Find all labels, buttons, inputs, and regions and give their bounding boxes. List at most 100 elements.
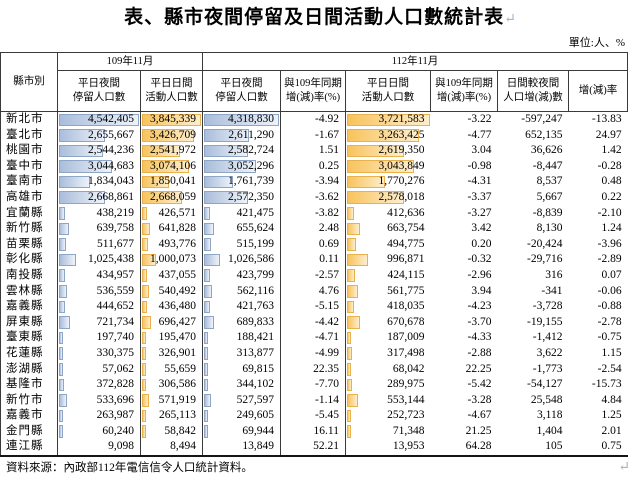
value-text: -1,773 xyxy=(532,362,563,375)
value-cell: 25,548 xyxy=(498,393,569,409)
data-bar-day xyxy=(142,191,183,205)
value-cell: 2,572,350 xyxy=(202,189,281,206)
value-text: 696,427 xyxy=(158,315,196,328)
data-bar-day xyxy=(142,207,147,220)
value-cell: 4,542,405 xyxy=(57,111,141,128)
data-bar-night xyxy=(204,175,234,189)
value-cell: -5.42 xyxy=(431,377,498,393)
value-cell: 1.15 xyxy=(569,346,628,362)
value-cell: 1.25 xyxy=(569,408,628,424)
value-cell: 3,263,425 xyxy=(346,128,431,144)
county-name: 桃園市 xyxy=(0,143,58,159)
county-name: 花蓮縣 xyxy=(0,345,58,362)
value-text: 2,611,290 xyxy=(228,128,274,141)
value-text: -5.45 xyxy=(315,409,339,422)
value-cell: 655,624 xyxy=(202,221,281,237)
value-text: 571,919 xyxy=(158,393,196,406)
value-text: 330,375 xyxy=(96,346,134,359)
data-bar-day xyxy=(142,363,146,376)
value-text: 533,696 xyxy=(96,393,134,406)
value-text: 1.42 xyxy=(601,144,622,157)
county-name: 連江縣 xyxy=(0,439,58,458)
data-bar-night xyxy=(59,347,63,360)
value-cell: -0.06 xyxy=(569,284,628,300)
value-text: 434,957 xyxy=(96,268,134,281)
value-text: 289,975 xyxy=(387,378,425,391)
value-text: 3,118 xyxy=(537,409,563,422)
table-row: 花蓮縣 330,375 326,901 313,877 -4.99 317,498 -2.8… xyxy=(0,345,628,362)
data-bar-day xyxy=(347,394,358,407)
value-cell: 3,052,296 xyxy=(202,158,281,175)
value-cell: 265,113 xyxy=(140,408,203,424)
value-text: -5.15 xyxy=(315,300,339,313)
data-bar-day xyxy=(347,144,405,158)
value-cell: 540,492 xyxy=(140,283,203,300)
value-text: 197,740 xyxy=(96,331,134,344)
value-text: -2.54 xyxy=(597,362,622,375)
value-text: -0.28 xyxy=(597,159,622,172)
value-cell: 68,042 xyxy=(346,362,431,378)
county-name: 苗栗縣 xyxy=(0,236,58,253)
value-text: 2,619,350 xyxy=(378,144,425,157)
value-text: 493,776 xyxy=(158,237,196,250)
value-text: -2.10 xyxy=(597,206,622,219)
value-text: 652,135 xyxy=(525,128,563,141)
stats-table: 縣市別 109年11月 112年11月 平日夜間 停留人口數 平日日間 活動人口… xyxy=(0,52,629,458)
value-text: 1,000,073 xyxy=(150,253,196,266)
value-text: 187,009 xyxy=(387,331,425,344)
data-bar-day xyxy=(142,331,146,345)
value-cell: -0.32 xyxy=(431,252,498,268)
value-text: 639,758 xyxy=(96,222,134,235)
header-change-rate: 增(減)率 xyxy=(567,70,629,112)
value-cell: -7.70 xyxy=(280,377,346,393)
value-cell: 424,115 xyxy=(346,268,431,284)
value-cell: 996,871 xyxy=(346,252,431,268)
value-cell: 22.35 xyxy=(280,361,346,378)
value-text: 421,475 xyxy=(236,206,274,219)
data-bar-night xyxy=(59,113,139,127)
value-cell: 652,135 xyxy=(498,128,569,144)
stats-table-body: 新北市 4,542,405 3,845,339 4,318,830 -4.92 3,721… xyxy=(0,111,628,458)
value-text: -2.88 xyxy=(467,346,492,359)
value-text: 52.21 xyxy=(313,440,339,453)
value-text: 317,498 xyxy=(387,346,425,359)
county-name: 澎湖縣 xyxy=(0,361,58,378)
value-cell: 426,571 xyxy=(140,205,203,222)
data-bar-night xyxy=(59,160,112,173)
value-cell: 0.11 xyxy=(280,252,346,268)
value-text: 0.48 xyxy=(601,175,622,188)
value-text: 249,605 xyxy=(236,409,274,422)
value-text: 527,597 xyxy=(236,393,274,406)
value-text: 540,492 xyxy=(158,284,196,297)
value-text: 313,877 xyxy=(236,346,274,359)
value-cell: 3.42 xyxy=(431,221,498,237)
value-cell: 3,118 xyxy=(498,408,569,424)
value-cell: -5.45 xyxy=(280,408,346,424)
value-cell: -3.62 xyxy=(280,189,346,206)
value-cell: 197,740 xyxy=(57,330,141,346)
value-text: 641,828 xyxy=(158,222,196,235)
value-text: -3.82 xyxy=(315,206,339,219)
table-row: 桃園市 2,544,236 2,541,972 2,582,724 1.51 2,619,… xyxy=(0,143,628,159)
value-text: 252,723 xyxy=(387,409,425,422)
county-name: 嘉義縣 xyxy=(0,299,58,315)
value-cell: 4.76 xyxy=(280,283,346,300)
county-name: 基隆市 xyxy=(0,377,58,393)
value-text: -4.77 xyxy=(467,128,492,141)
value-cell: 3.04 xyxy=(431,143,498,159)
value-text: 5,667 xyxy=(536,190,563,203)
data-bar-day xyxy=(142,269,147,283)
value-cell: 0.20 xyxy=(431,237,498,253)
value-cell: 1,026,586 xyxy=(202,252,281,268)
value-text: 438,219 xyxy=(96,206,134,219)
data-bar-night xyxy=(59,222,69,236)
value-cell: 1,000,073 xyxy=(140,252,203,268)
value-text: 344,102 xyxy=(236,378,274,391)
value-text: 2,578,018 xyxy=(378,190,425,203)
value-cell: 412,636 xyxy=(346,206,431,222)
value-text: -5.42 xyxy=(467,378,492,391)
table-row: 臺南市 1,834,043 1,850,041 1,761,739 -3.94 1,770… xyxy=(0,174,628,190)
value-text: -4.99 xyxy=(315,346,339,359)
value-cell: 1.24 xyxy=(569,221,628,237)
data-bar-night xyxy=(204,129,249,142)
